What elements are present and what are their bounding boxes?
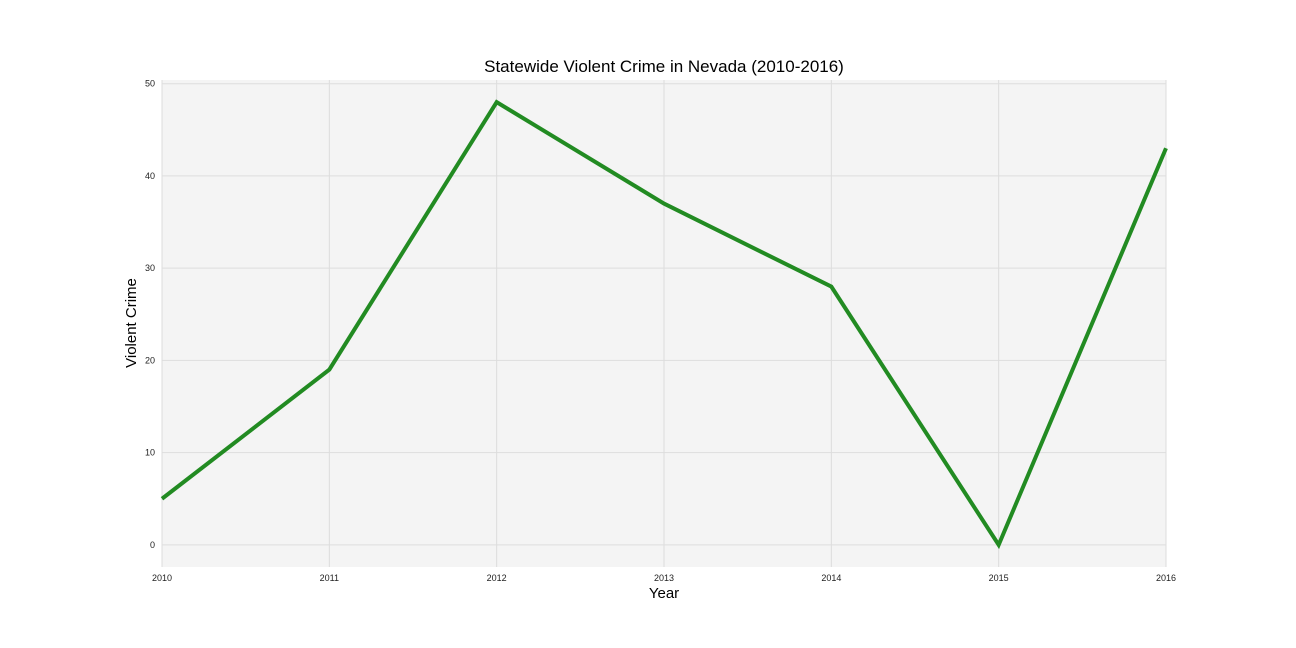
x-tick-label: 2012 [487,573,507,583]
series-layer [160,99,1168,550]
x-tick-label: 2010 [152,573,172,583]
x-axis-label: Year [649,585,679,602]
y-tick-label: 0 [150,540,155,550]
x-tick-labels: 2010 2011 2012 2013 2014 2015 2016 [152,573,1176,583]
x-tick-label: 2013 [654,573,674,583]
x-tick-label: 2011 [320,573,339,583]
x-tick-label: 2016 [1156,573,1176,583]
y-tick-labels: 0 10 20 30 40 50 [145,79,155,550]
chart-title: Statewide Violent Crime in Nevada (2010-… [484,57,844,76]
y-tick-label: 20 [145,355,155,365]
x-grid-lines [161,80,1167,567]
y-tick-label: 40 [145,171,155,181]
x-tick-label: 2015 [989,573,1009,583]
y-tick-label: 30 [145,263,155,273]
y-tick-label: 50 [145,79,155,89]
x-tick-label: 2014 [821,573,841,583]
y-tick-label: 10 [145,448,155,458]
y-grid-lines [162,83,1166,546]
y-axis-label: Violent Crime [123,278,140,368]
